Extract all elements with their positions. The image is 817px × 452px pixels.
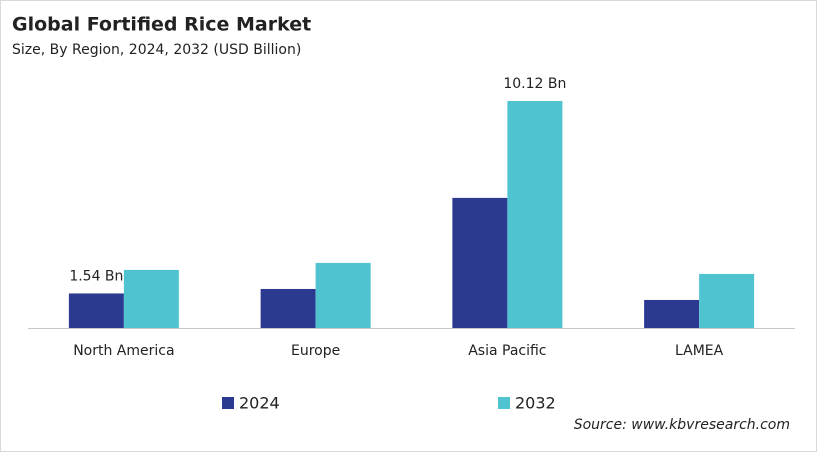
bar: [315, 262, 371, 328]
bar: [699, 273, 755, 328]
bar: [260, 288, 316, 328]
legend-swatch: [498, 397, 510, 409]
value-label: 10.12 Bn: [503, 76, 566, 92]
legend-label: 2024: [239, 394, 280, 413]
bar: [507, 101, 563, 328]
legend-label: 2032: [515, 394, 556, 413]
x-tick-label: North America: [73, 343, 174, 359]
bar: [123, 269, 179, 328]
x-tick-label: Europe: [291, 343, 340, 359]
legend-swatch: [222, 397, 234, 409]
chart-title: Global Fortified Rice Market: [12, 14, 311, 36]
chart-subtitle: Size, By Region, 2024, 2032 (USD Billion…: [12, 42, 301, 58]
bar: [644, 299, 700, 328]
value-label: 1.54 Bn: [69, 268, 123, 284]
source: Source: www.kbvresearch.com: [574, 417, 790, 433]
x-tick-label: LAMEA: [675, 343, 724, 359]
bar: [68, 293, 124, 328]
bar: [452, 197, 508, 328]
x-tick-label: Asia Pacific: [468, 343, 546, 359]
